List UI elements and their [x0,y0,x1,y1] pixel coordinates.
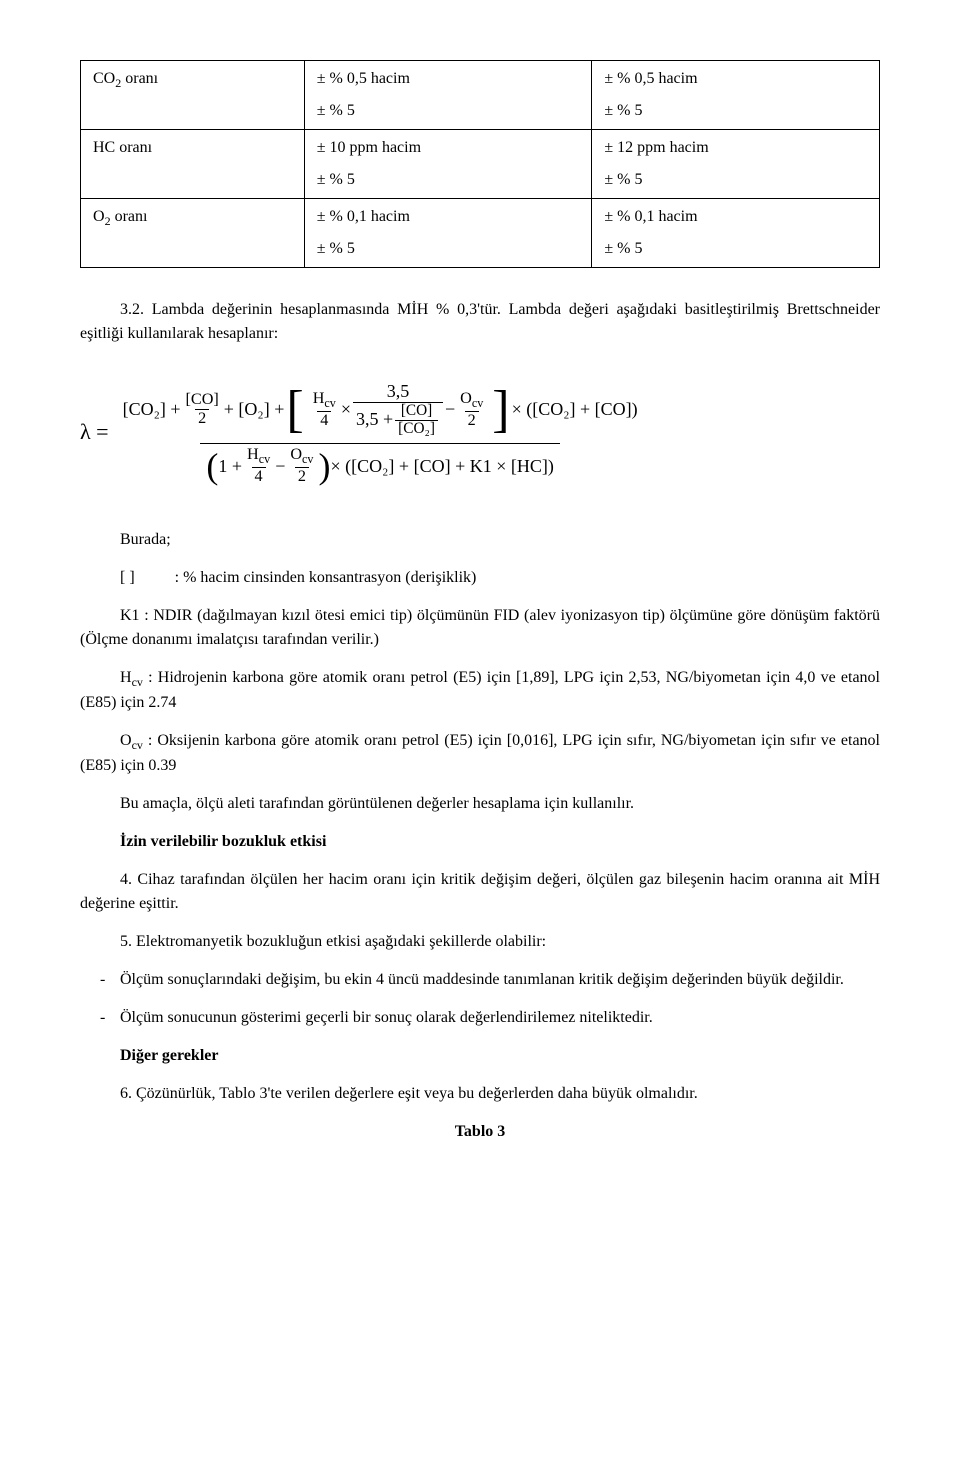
row-cell: ± 10 ppm hacim± % 5 [304,130,592,199]
row-cell: ± % 0,5 hacim± % 5 [592,61,880,130]
row-label: HC oranı [81,130,305,199]
tablo3-caption: Tablo 3 [80,1120,880,1144]
def-ocv: Ocv : Oksijenin karbona göre atomik oran… [80,729,880,778]
f-plus-o2: + [O₂] + [224,396,285,423]
frac-ocv2: Ocv 2 [457,390,486,429]
brettschneider-formula: λ = [CO₂] + [CO] 2 + [O₂] + [ Hcv 4 [80,376,880,488]
row-label: CO2 oranı [81,61,305,130]
f-times1: × [341,396,351,423]
row-cell: ± 12 ppm hacim± % 5 [592,130,880,199]
row-cell: ± % 0,1 hacim± % 5 [592,199,880,268]
heading-izin: İzin verilebilir bozukluk etkisi [80,830,880,854]
row-cell: ± % 0,1 hacim± % 5 [304,199,592,268]
f-den-tail: × ([CO₂] + [CO] + K1 × [HC]) [331,453,554,480]
frac-den-ocv2: Ocv 2 [287,446,316,485]
frac-den-hcv4: Hcv 4 [244,446,273,485]
bullet-2: Ölçüm sonucunun gösterimi geçerli bir so… [120,1006,880,1030]
frac-co-2: [CO] 2 [183,391,222,428]
para-amac: Bu amaçla, ölçü aleti tarafından görüntü… [80,792,880,816]
def-hcv: Hcv : Hidrojenin karbona göre atomik ora… [80,666,880,715]
burada-label: Burada; [80,528,880,552]
heading-diger: Diğer gerekler [80,1044,880,1068]
bullet-list: Ölçüm sonuçlarındaki değişim, bu ekin 4 … [80,968,880,1030]
bullet-1: Ölçüm sonuçlarındaki değişim, bu ekin 4 … [120,968,880,992]
f-den-lead: 1 + [218,453,242,480]
para-6: 6. Çözünürlük, Tablo 3'te verilen değerl… [80,1082,880,1106]
frac-35: 3,5 3,5 + [CO] [CO₂] [353,382,443,437]
row-cell: ± % 0,5 hacim± % 5 [304,61,592,130]
para-4: 4. Cihaz tarafından ölçülen her hacim or… [80,868,880,916]
f-minus: − [445,396,455,423]
def-brackets: [ ] : % hacim cinsinden konsantrasyon (d… [120,566,880,590]
f-den-minus: − [275,453,285,480]
f-tail: × ([CO₂] + [CO]) [512,396,638,423]
tolerance-table: CO2 oranı± % 0,5 hacim± % 5± % 0,5 hacim… [80,60,880,268]
bracket-term: [ Hcv 4 × 3,5 3,5 + [CO] [286,378,509,441]
lambda-symbol: λ = [80,415,109,448]
lambda-intro: 3.2. Lambda değerinin hesaplanmasında Mİ… [80,298,880,346]
frac-hcv4: Hcv 4 [310,390,339,429]
def-k1: K1 : NDIR (dağılmayan kızıl ötesi emici … [80,604,880,652]
f-num-lead: [CO₂] + [123,396,181,423]
row-label: O2 oranı [81,199,305,268]
para-5: 5. Elektromanyetik bozukluğun etkisi aşa… [80,930,880,954]
